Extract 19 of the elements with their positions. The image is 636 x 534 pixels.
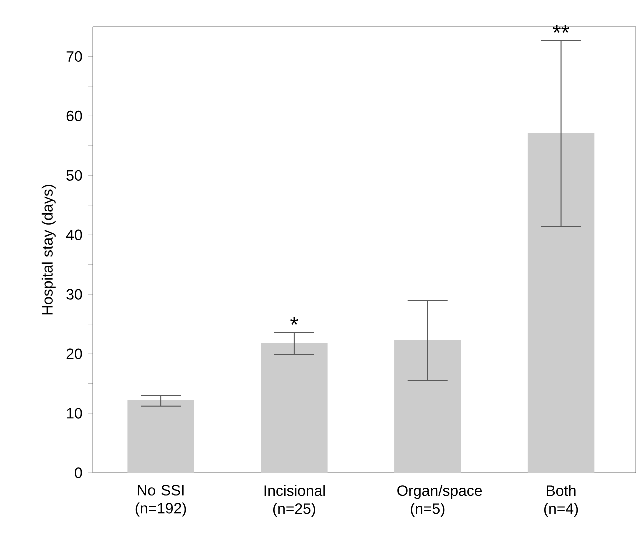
y-tick-label: 20 — [66, 348, 82, 360]
bar — [394, 340, 462, 473]
y-tick-label: 10 — [67, 408, 82, 419]
annotation: ** — [553, 25, 570, 34]
x-tick-label: No SSI (n=192) — [136, 485, 186, 517]
y-tick-label: 40 — [66, 230, 82, 240]
y-tick-label: 0 — [75, 468, 82, 478]
y-tick-label: 30 — [66, 289, 82, 300]
x-tick-label: Both (n=4) — [544, 485, 578, 518]
x-tick-label: Incisional (n=25) — [264, 485, 325, 518]
x-tick-label: Organ/space (n=5) — [398, 485, 482, 518]
bar — [128, 400, 194, 473]
bar — [261, 343, 328, 473]
y-tick-label: 60 — [66, 110, 82, 122]
y-tick-label: 50 — [66, 170, 82, 181]
y-tick-label: 70 — [66, 51, 82, 62]
y-axis-title: Hospital stay (days) — [42, 185, 56, 315]
annotation: * — [290, 317, 298, 326]
bar — [528, 133, 595, 473]
